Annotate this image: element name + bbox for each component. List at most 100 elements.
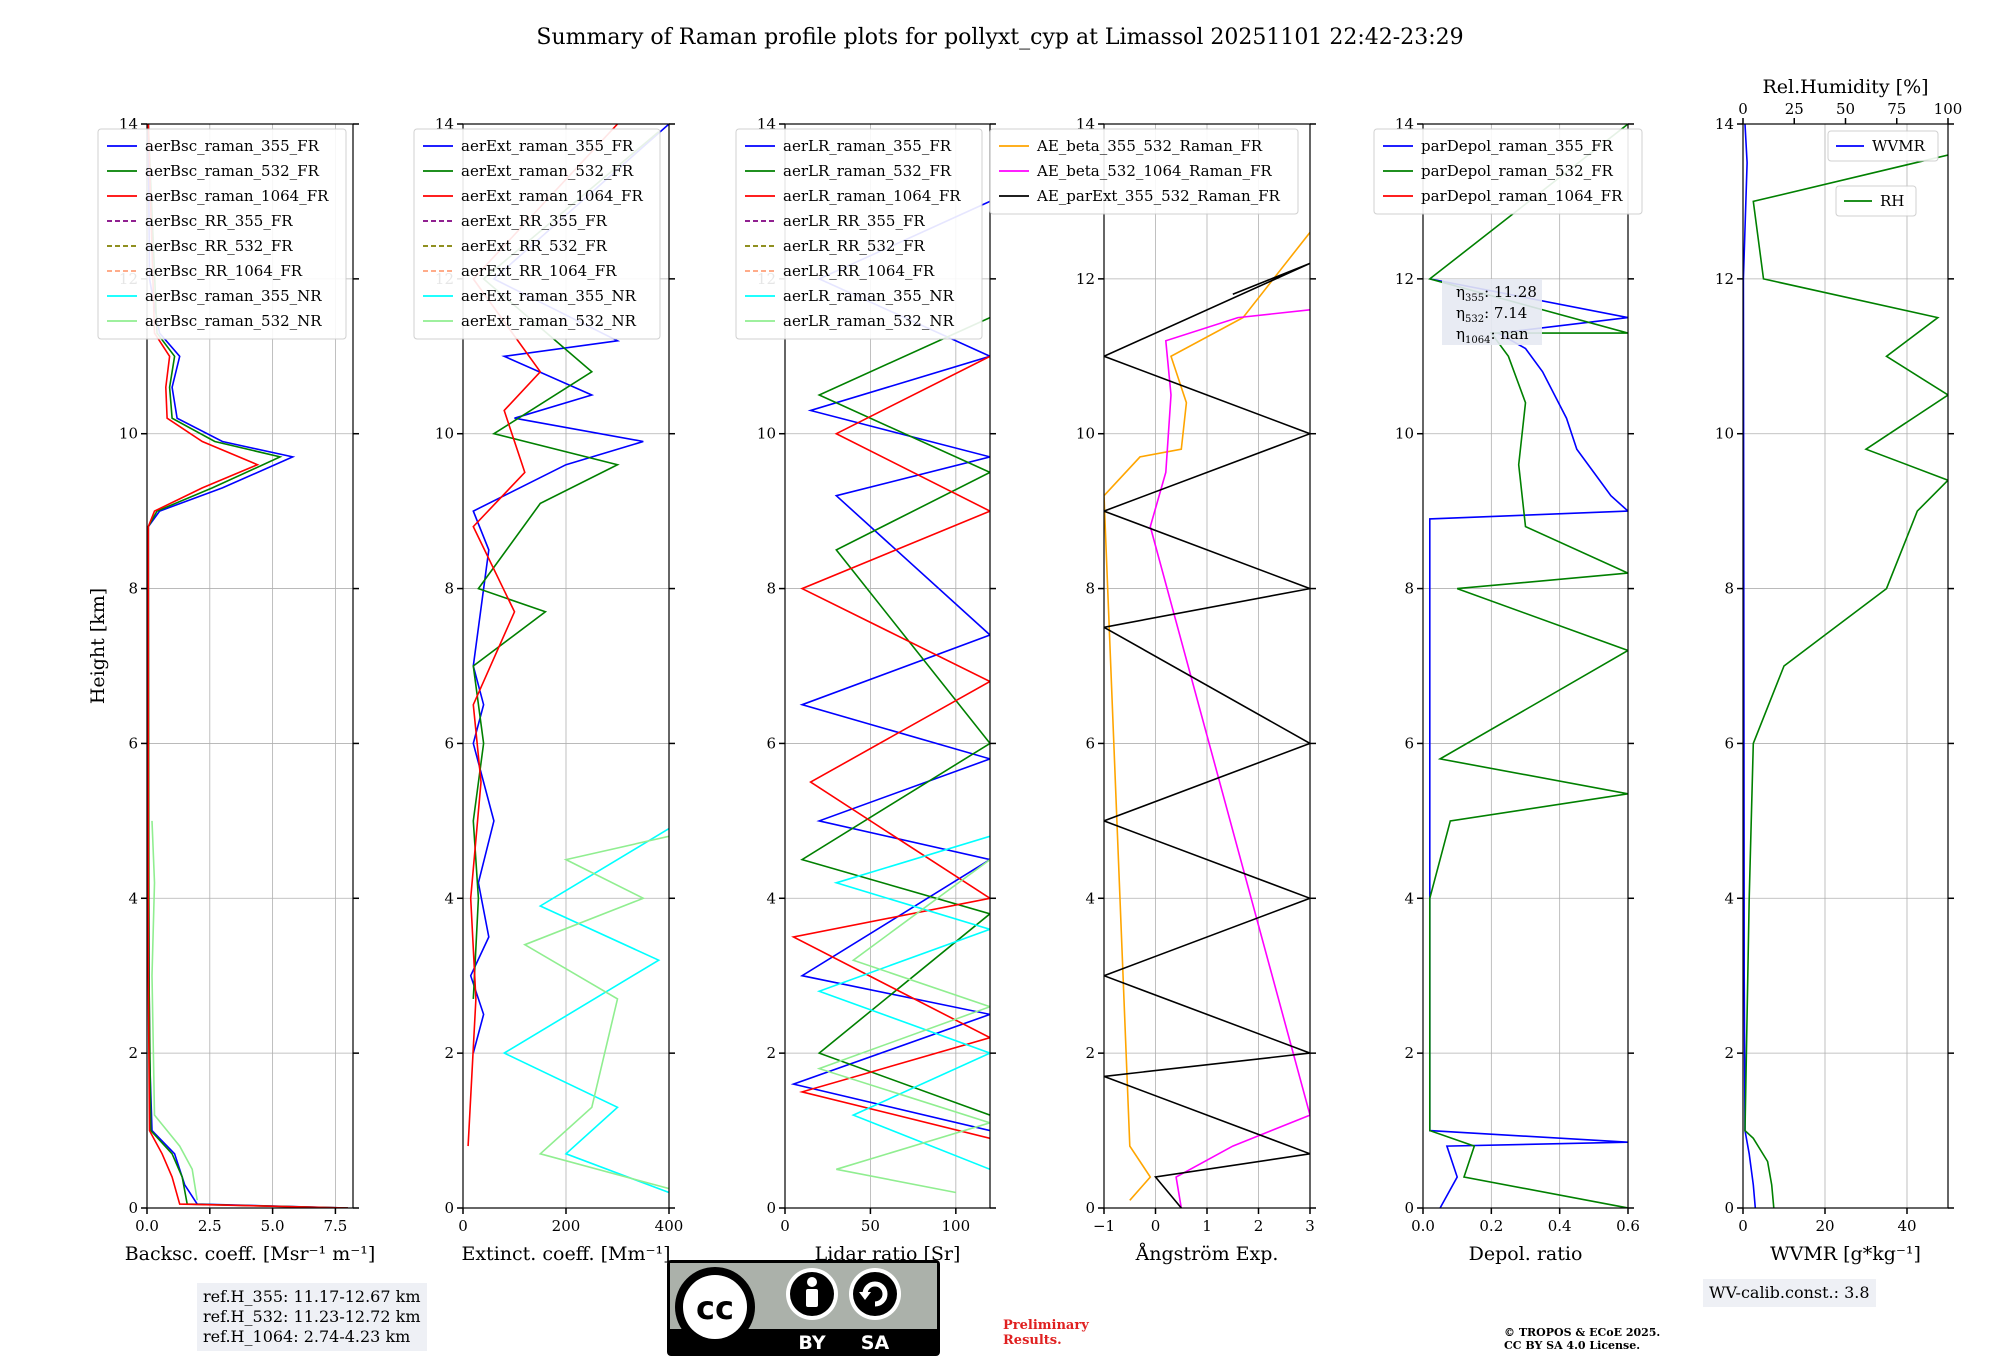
legend-entry: aerLR_raman_1064_FR	[783, 187, 961, 205]
y-tick-label: 4	[1724, 889, 1734, 907]
legend-entry: aerLR_raman_355_NR	[783, 287, 954, 305]
series-line-aerExt_raman_532_NR	[522, 835, 669, 1190]
series-line-aerExt_raman_355_FR	[469, 124, 669, 1054]
x-tick-label: 5.0	[261, 1217, 285, 1235]
y-tick-label: 8	[766, 580, 776, 598]
series-group	[147, 124, 349, 1208]
legend-entry: parDepol_raman_355_FR	[1421, 137, 1614, 155]
series-line-aerExt_raman_1064_FR	[467, 124, 619, 1147]
y-tick-label: 12	[1715, 270, 1734, 288]
y-tick-label: 6	[766, 734, 776, 752]
preliminary-line-1: Preliminary	[1003, 1318, 1089, 1333]
x-tick-label: 1	[1202, 1217, 1212, 1235]
legend-entry: aerLR_RR_1064_FR	[783, 262, 935, 280]
x-tick-label: 0.6	[1616, 1217, 1640, 1235]
x-tick-label: 100	[942, 1217, 971, 1235]
legend-entry: aerLR_RR_355_FR	[783, 212, 925, 230]
panel-extinction: 024681012140200400Extinct. coeff. [Mm⁻¹]…	[413, 115, 683, 1265]
y-tick-label: 0	[1085, 1199, 1095, 1217]
copyright-note: © TROPOS & ECoE 2025. CC BY SA 4.0 Licen…	[1504, 1326, 1660, 1352]
legend-entry: RH	[1880, 192, 1904, 210]
y-tick-label: 8	[128, 580, 138, 598]
axes-frame	[784, 123, 991, 1209]
y-tick-label: 10	[757, 425, 776, 443]
y-tick-label: 8	[1724, 580, 1734, 598]
legend-entry: WVMR	[1872, 137, 1926, 155]
y-tick-label: 2	[444, 1044, 454, 1062]
y-tick-label: 12	[1076, 270, 1095, 288]
wv-calib-box: WV-calib.const.: 3.8	[1703, 1279, 1876, 1307]
legend-entry: aerExt_RR_1064_FR	[461, 262, 617, 280]
x-tick-label: 40	[1897, 1217, 1916, 1235]
y-tick-label: 0	[1404, 1199, 1414, 1217]
legend-entry: aerExt_raman_532_NR	[461, 312, 637, 330]
eta-annotation-bg	[1442, 279, 1542, 345]
legend-entry: aerLR_RR_532_FR	[783, 237, 925, 255]
series-line-aerLR_raman_355_NR	[816, 835, 990, 1171]
series-line-AE_parExt_355_532_Raman_FR	[1104, 262, 1310, 1208]
y-tick-label: 8	[444, 580, 454, 598]
panel-lidar_ratio: 02468101214050100Lidar ratio [Sr]aerLR_r…	[735, 115, 996, 1265]
legend-entry: aerBsc_raman_532_FR	[145, 162, 320, 180]
y-tick-label: 2	[128, 1044, 138, 1062]
series-group	[1743, 124, 1948, 1208]
y-tick-label: 0	[444, 1199, 454, 1217]
axes-frame	[1422, 123, 1629, 1209]
wv-calib-text: WV-calib.const.: 3.8	[1709, 1283, 1870, 1302]
legend-box	[413, 128, 661, 340]
y-tick-label: 4	[128, 889, 138, 907]
x-axis-label: Extinct. coeff. [Mm⁻¹]	[461, 1243, 670, 1265]
x2-tick-label: 50	[1836, 100, 1855, 118]
x-tick-label: 0	[1738, 1217, 1748, 1235]
cc-logo-text: cc	[696, 1289, 734, 1327]
reference-height-box: ref.H_355: 11.17-12.67 km ref.H_532: 11.…	[197, 1283, 427, 1351]
legend-entry: AE_beta_532_1064_Raman_FR	[1036, 162, 1272, 180]
y-tick-label: 0	[128, 1199, 138, 1217]
legend-entry: aerBsc_raman_355_NR	[145, 287, 322, 305]
y-tick-label: 14	[1715, 115, 1734, 133]
x-tick-label: 2	[1254, 1217, 1264, 1235]
legend-entry: aerBsc_raman_1064_FR	[145, 187, 329, 205]
preliminary-line-2: Results.	[1003, 1333, 1062, 1348]
y-tick-label: 8	[1404, 580, 1414, 598]
series-line-aerExt_raman_355_NR	[502, 827, 669, 1194]
series-line-aerLR_raman_532_FR	[800, 316, 990, 1116]
series-line-aerBsc_raman_355_FR	[147, 124, 349, 1208]
legend-entry: aerBsc_RR_355_FR	[145, 212, 293, 230]
height-axis-label: Height [km]	[87, 588, 109, 704]
y-tick-label: 2	[1085, 1044, 1095, 1062]
y-tick-label: 12	[1395, 270, 1414, 288]
y-tick-label: 6	[444, 734, 454, 752]
y-tick-label: 2	[766, 1044, 776, 1062]
y-tick-label: 6	[128, 734, 138, 752]
y-tick-label: 8	[1085, 580, 1095, 598]
x-tick-label: 200	[552, 1217, 581, 1235]
copyright-line-1: © TROPOS & ECoE 2025.	[1504, 1326, 1661, 1339]
legend-entry: aerBsc_raman_355_FR	[145, 137, 320, 155]
y-tick-label: 0	[1724, 1199, 1734, 1217]
legend-box	[97, 128, 347, 340]
refh-355: ref.H_355: 11.17-12.67 km	[203, 1287, 421, 1306]
y-tick-label: 10	[1076, 425, 1095, 443]
y-tick-label: 4	[1085, 889, 1095, 907]
figure-title: Summary of Raman profile plots for polly…	[536, 25, 1463, 50]
legend-entry: AE_parExt_355_532_Raman_FR	[1036, 187, 1281, 205]
x-tick-label: 3	[1305, 1217, 1315, 1235]
legend-box	[989, 128, 1299, 215]
legend-entry: aerBsc_RR_1064_FR	[145, 262, 303, 280]
copyright-line-2: CC BY SA 4.0 License.	[1504, 1339, 1641, 1352]
x2-axis-label: Rel.Humidity [%]	[1762, 76, 1928, 98]
badge-sa-text: SA	[861, 1332, 890, 1354]
legend-entry: aerExt_RR_532_FR	[461, 237, 608, 255]
legend-entry: aerExt_raman_532_FR	[461, 162, 634, 180]
legend-entry: aerLR_raman_532_FR	[783, 162, 952, 180]
legend-entry: parDepol_raman_532_FR	[1421, 162, 1614, 180]
refh-1064: ref.H_1064: 2.74-4.23 km	[203, 1327, 411, 1346]
legend-entry: aerExt_raman_1064_FR	[461, 187, 643, 205]
